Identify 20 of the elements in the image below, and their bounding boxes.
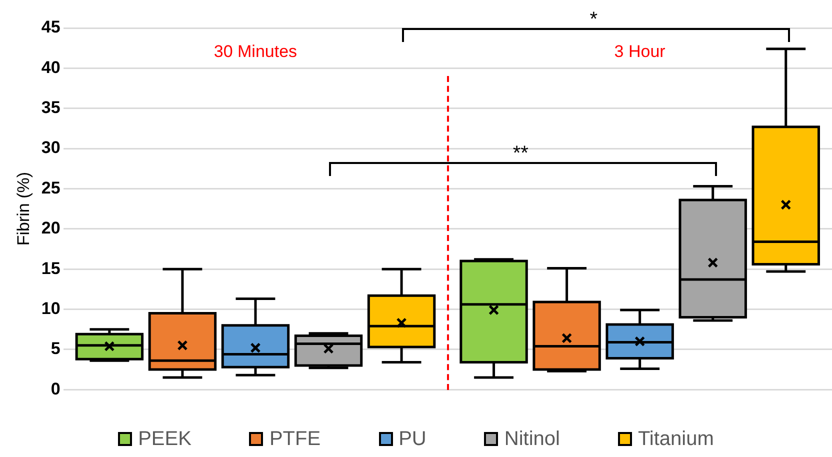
y-tick-label: 25 <box>41 178 60 198</box>
legend-label: Nitinol <box>504 428 560 450</box>
annotation: * <box>590 8 598 32</box>
annotation: 3 Hour <box>614 42 666 62</box>
annotation: ** <box>512 142 528 166</box>
y-tick-label: 15 <box>41 258 60 278</box>
y-tick-label: 0 <box>50 379 60 398</box>
y-tick-label: 35 <box>41 98 60 118</box>
y-axis-title: Fibrin (%) <box>14 172 33 246</box>
y-tick-label: 10 <box>41 298 60 318</box>
legend-label: Titanium <box>638 428 714 450</box>
y-tick-label: 30 <box>41 138 60 158</box>
y-tick-label: 20 <box>41 218 60 238</box>
legend-label: PEEK <box>138 428 192 450</box>
legend-label: PU <box>398 428 426 450</box>
y-tick-label: 5 <box>50 339 60 358</box>
y-tick-label: 40 <box>41 58 60 77</box>
y-tick-label: 45 <box>41 18 60 37</box>
annotation: 30 Minutes <box>214 42 298 62</box>
legend-label: PTFE <box>269 428 321 450</box>
